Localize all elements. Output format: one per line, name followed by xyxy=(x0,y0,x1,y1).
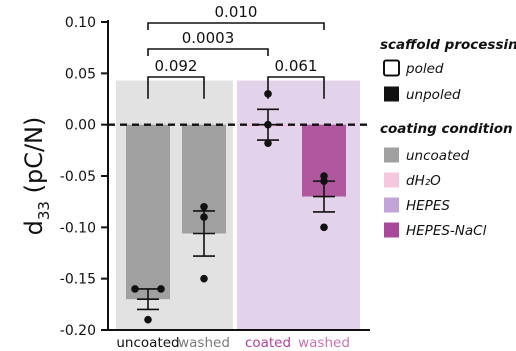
legend-swatch xyxy=(384,172,399,188)
bar-1 xyxy=(126,124,170,300)
y-tick-label: -0.20 xyxy=(60,323,96,339)
data-point xyxy=(200,274,208,283)
x-tick-label: uncoated xyxy=(116,335,179,351)
x-tick-label: coated xyxy=(245,335,291,351)
data-point xyxy=(200,203,208,211)
comparison-bracket xyxy=(147,22,325,30)
background-panel xyxy=(237,80,360,331)
y-axis-title-subscript: 33 xyxy=(35,201,53,220)
p-value-label: 0.061 xyxy=(275,57,318,75)
comparison-bracket xyxy=(147,76,205,99)
legend-swatch xyxy=(384,222,399,238)
p-value-label: 0.010 xyxy=(215,3,258,21)
y-axis-title-unit: (pC/N) xyxy=(20,117,48,201)
data-point xyxy=(131,285,139,293)
y-tick-label: 0.05 xyxy=(65,66,96,82)
y-axis-title: d33 (pC/N) xyxy=(20,117,53,236)
x-tick-label: washed xyxy=(298,335,350,351)
legend-label: HEPES-NaCl xyxy=(406,223,487,239)
comparison-bracket xyxy=(267,76,325,99)
x-tick-label: washed xyxy=(178,335,230,351)
y-tick-label: -0.05 xyxy=(60,169,96,185)
legend-title: coating condition xyxy=(380,121,513,137)
p-value-label: 0.0003 xyxy=(182,29,235,47)
legend: scaffold processing poled unpoled coating c… xyxy=(380,37,516,239)
legend-title: scaffold processing xyxy=(380,37,516,53)
bars xyxy=(126,124,346,300)
legend-label: HEPES xyxy=(406,198,450,214)
y-axis-title-symbol: d xyxy=(20,220,48,235)
legend-swatch xyxy=(384,86,399,102)
data-point xyxy=(320,177,328,185)
data-point xyxy=(320,223,328,232)
legend-swatch xyxy=(384,197,399,213)
data-point xyxy=(200,213,208,221)
data-point xyxy=(264,120,272,129)
comparison-bracket xyxy=(147,48,269,56)
legend-label: uncoated xyxy=(406,148,470,164)
y-tick-label: -0.10 xyxy=(60,220,96,236)
data-points xyxy=(131,90,328,324)
y-axis-label: d33 (pC/N) xyxy=(20,117,53,236)
data-point xyxy=(144,315,152,324)
legend-label: unpoled xyxy=(406,87,461,103)
legend-swatch xyxy=(384,147,399,163)
y-tick-label: 0.00 xyxy=(65,118,96,134)
data-point xyxy=(157,285,165,293)
significance-brackets: 0.092 0.061 0.0003 0.010 xyxy=(147,3,325,99)
legend-label: dH₂O xyxy=(406,173,441,189)
legend-swatch xyxy=(383,59,400,77)
p-value-label: 0.092 xyxy=(155,57,198,75)
data-point xyxy=(264,139,272,147)
y-tick-label: -0.15 xyxy=(60,272,96,288)
y-axis: 0.10 0.05 0.00 -0.05 -0.10 -0.15 -0.20 xyxy=(60,15,370,339)
legend-label: poled xyxy=(405,61,444,77)
y-tick-label: 0.10 xyxy=(65,15,96,31)
